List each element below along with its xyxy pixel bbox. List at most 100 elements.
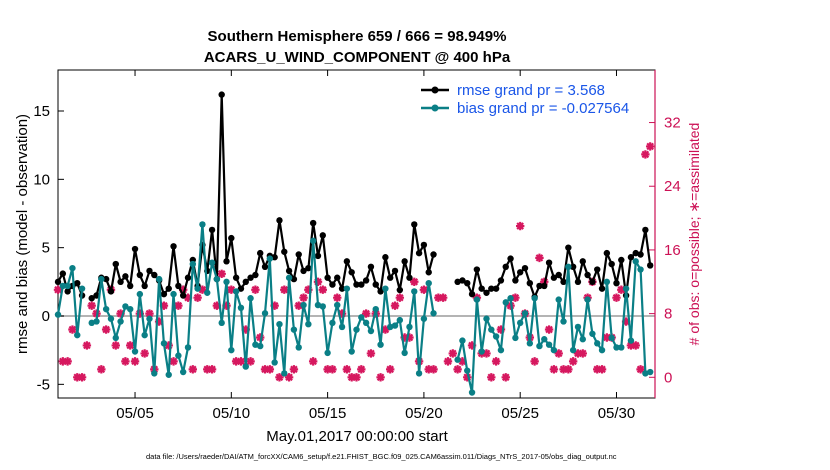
x-tick-label: 05/20 <box>405 405 443 422</box>
obs-count-asterisk <box>275 373 284 382</box>
rmse-point <box>377 288 384 295</box>
obs-count-marker <box>328 365 337 374</box>
rmse-point <box>382 254 389 261</box>
obs-count-asterisk <box>573 349 583 358</box>
obs-count-asterisk <box>135 309 145 318</box>
obs-count-marker <box>390 301 400 310</box>
obs-count-asterisk <box>116 309 125 318</box>
rmse-point <box>122 273 129 280</box>
rmse-point <box>131 245 139 253</box>
rmse-point <box>285 267 293 275</box>
obs-count-asterisk <box>217 269 226 279</box>
obs-count-asterisk <box>260 365 270 374</box>
obs-count-marker <box>597 365 607 374</box>
obs-count-asterisk <box>453 365 462 374</box>
obs-count-marker <box>53 285 63 294</box>
obs-count-marker <box>337 309 347 318</box>
obs-count-asterisk <box>636 365 645 374</box>
obs-count-marker <box>410 277 419 286</box>
rmse-point <box>271 254 278 261</box>
bias-point <box>199 221 206 228</box>
bias-point <box>59 282 67 290</box>
bias-point <box>261 310 269 317</box>
bias-point <box>488 326 495 333</box>
bias-point <box>155 275 163 283</box>
bias-point <box>160 340 168 347</box>
rmse-point <box>112 260 119 268</box>
bias-point <box>237 304 245 311</box>
bias-point <box>613 344 620 351</box>
bias-point <box>464 367 471 374</box>
rmse-point <box>598 285 606 292</box>
bias-point <box>569 346 577 354</box>
y2-tick-label: 0 <box>664 369 672 386</box>
obs-count-marker <box>333 293 342 302</box>
obs-count-marker <box>154 317 164 326</box>
obs-count-asterisk <box>337 309 347 318</box>
obs-count-asterisk <box>366 349 376 358</box>
rmse-point <box>93 292 100 299</box>
legend-marker-rmse <box>431 86 439 94</box>
rmse-point <box>584 271 591 279</box>
obs-count-marker <box>323 365 332 374</box>
y2-tick-label: 8 <box>664 306 672 323</box>
bias-point <box>382 285 389 292</box>
obs-count-marker <box>482 349 491 358</box>
obs-count-marker <box>491 357 501 366</box>
obs-count-asterisk <box>222 301 231 310</box>
rmse-point <box>459 277 466 284</box>
rmse-point <box>521 264 529 272</box>
obs-count-marker <box>424 365 433 374</box>
rmse-point <box>348 269 355 276</box>
rmse-point <box>141 282 148 290</box>
rmse-point <box>483 289 490 296</box>
obs-count-asterisk <box>53 285 63 294</box>
obs-count-asterisk <box>467 341 477 350</box>
y-tick-label: -5 <box>37 376 50 393</box>
bias-point <box>574 323 582 331</box>
bias-point <box>257 342 264 350</box>
obs-count-marker <box>116 309 125 318</box>
obs-count-asterisk <box>530 357 539 366</box>
rmse-point <box>223 258 230 265</box>
obs-count-marker <box>178 285 188 294</box>
rmse-point <box>107 288 115 295</box>
obs-count-marker <box>626 341 636 350</box>
obs-count-marker <box>366 349 376 358</box>
obs-count-marker <box>275 373 284 382</box>
obs-count-marker <box>530 357 539 366</box>
bias-point <box>334 301 341 309</box>
obs-count-asterisk <box>193 293 202 302</box>
obs-count-asterisk <box>313 277 323 286</box>
rmse-point <box>642 226 649 234</box>
rmse-point <box>391 267 399 275</box>
rmse-point <box>117 278 124 286</box>
rmse-point <box>415 249 423 257</box>
bias-point <box>78 285 86 292</box>
rmse-point <box>151 271 158 279</box>
chart-title: Southern Hemisphere 659 / 666 = 98.949% <box>208 28 507 45</box>
obs-count-asterisk <box>164 341 173 350</box>
obs-count-markers <box>53 142 655 382</box>
rmse-point <box>228 234 235 242</box>
rmse-point <box>618 256 625 264</box>
obs-count-asterisk <box>212 301 222 310</box>
obs-count-asterisk <box>487 373 496 382</box>
obs-count-asterisk <box>207 365 217 374</box>
obs-count-marker <box>535 253 544 263</box>
bias-point <box>228 346 235 354</box>
obs-count-asterisk <box>419 285 429 294</box>
obs-count-marker <box>284 373 294 382</box>
obs-count-asterisk <box>111 341 120 350</box>
obs-count-marker <box>164 341 173 350</box>
obs-count-marker <box>73 373 82 382</box>
bias-point <box>637 266 644 273</box>
rmse-point <box>170 243 177 250</box>
obs-count-asterisk <box>602 333 612 342</box>
rmse-point <box>74 280 81 287</box>
bias-point <box>608 334 615 342</box>
obs-count-asterisk <box>246 357 255 366</box>
obs-count-marker <box>496 325 506 334</box>
obs-count-asterisk <box>463 373 472 382</box>
